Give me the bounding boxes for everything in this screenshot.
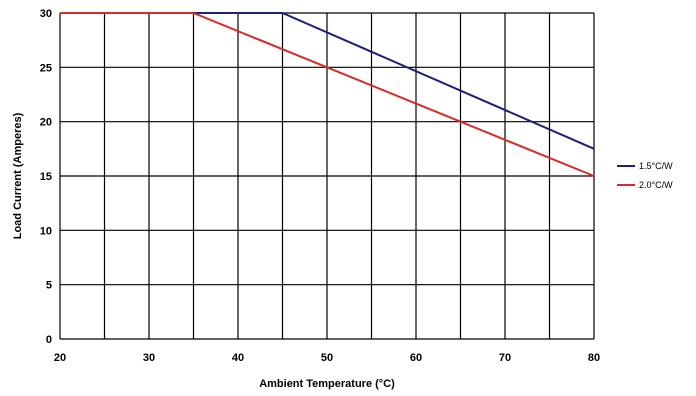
x-tick-label: 20 [54, 352, 66, 364]
series-lines [60, 12, 595, 177]
y-axis-label: Load Current (Amperes) [12, 112, 24, 239]
series-line-2 [60, 12, 595, 177]
y-tick-label: 5 [46, 280, 52, 292]
y-tick-label: 15 [40, 171, 52, 183]
legend-label-2: 2.0°C/W [639, 180, 673, 190]
y-tick-label: 10 [40, 225, 52, 237]
x-tick-label: 50 [321, 352, 333, 364]
legend: 1.5°C/W 2.0°C/W [617, 161, 673, 190]
legend-label-1: 1.5°C/W [639, 161, 673, 171]
y-axis-ticks: 0 5 10 15 20 25 30 [40, 8, 52, 346]
y-tick-label: 30 [40, 8, 52, 20]
x-tick-label: 70 [499, 352, 511, 364]
y-tick-label: 0 [46, 334, 52, 346]
x-tick-label: 40 [232, 352, 244, 364]
y-tick-label: 25 [40, 62, 52, 74]
grid [59, 12, 595, 340]
x-tick-label: 30 [143, 352, 155, 364]
x-tick-label: 80 [588, 352, 600, 364]
y-tick-label: 20 [40, 117, 52, 129]
x-axis-label: Ambient Temperature (°C) [259, 378, 395, 390]
x-axis-ticks: 20 30 40 50 60 70 80 [54, 352, 600, 364]
x-tick-label: 60 [410, 352, 422, 364]
